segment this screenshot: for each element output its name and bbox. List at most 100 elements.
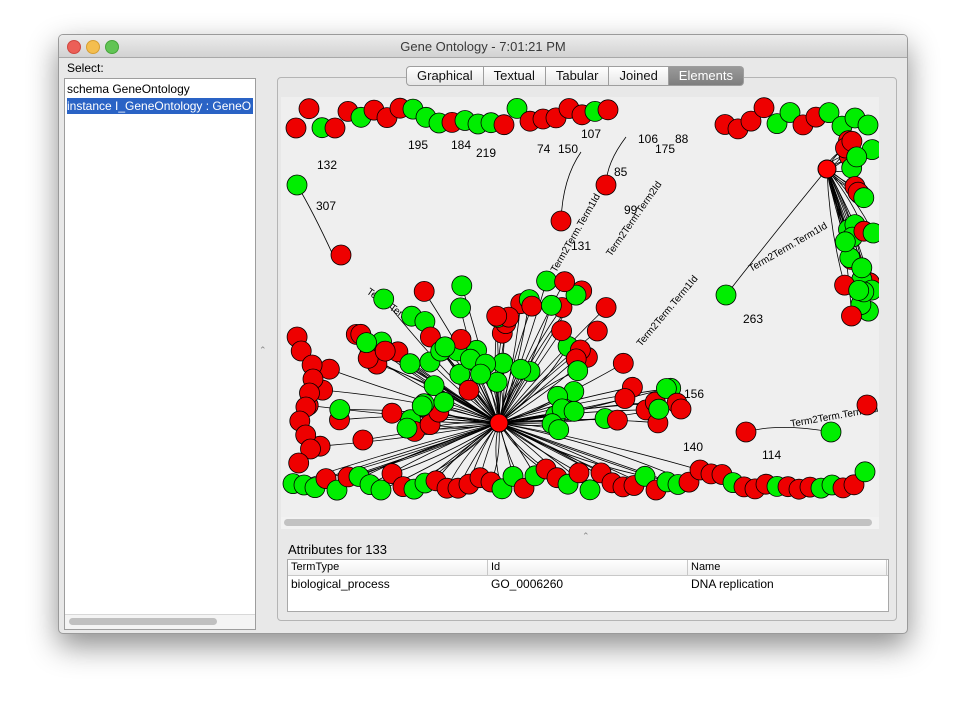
graph-node[interactable]: [506, 97, 528, 119]
graph-node[interactable]: [434, 336, 456, 358]
list-item[interactable]: schema GeneOntology: [67, 82, 190, 96]
graph-canvas[interactable]: Term2Term.Term1Id Term2Term.Term2Id Term2T…: [281, 97, 879, 517]
graph-node[interactable]: [521, 295, 543, 317]
graph-node[interactable]: [540, 294, 562, 316]
graph-node[interactable]: [352, 429, 374, 451]
graph-node[interactable]: [419, 326, 441, 348]
graph-node[interactable]: [670, 398, 692, 420]
tab-joined[interactable]: Joined: [609, 66, 669, 86]
graph-node[interactable]: [563, 400, 585, 422]
graph-node[interactable]: [740, 110, 762, 132]
graph-node[interactable]: [554, 271, 576, 293]
graph-node[interactable]: [612, 352, 634, 374]
list-item[interactable]: instance I_GeneOntology : GeneO: [67, 98, 253, 114]
graph-svg[interactable]: Term2Term.Term1Id Term2Term.Term2Id Term2T…: [281, 97, 879, 517]
graph-edge[interactable]: [725, 168, 828, 296]
tab-elements[interactable]: Elements: [668, 66, 744, 86]
graph-edge[interactable]: [498, 388, 667, 424]
minimize-icon[interactable]: [86, 40, 100, 54]
graph-node[interactable]: [857, 114, 879, 136]
horizontal-scrollbar[interactable]: [65, 614, 255, 629]
graph-node[interactable]: [288, 452, 310, 474]
graph-hub-node[interactable]: [489, 413, 509, 433]
graph-node[interactable]: [848, 279, 870, 301]
graph-node[interactable]: [634, 465, 656, 487]
graph-node[interactable]: [586, 320, 608, 342]
graph-node[interactable]: [579, 479, 601, 501]
graph-edge[interactable]: [826, 168, 845, 286]
graph-node[interactable]: [715, 284, 737, 306]
graph-node[interactable]: [300, 438, 321, 460]
scrollbar-thumb[interactable]: [284, 519, 872, 526]
tab-textual[interactable]: Textual: [483, 66, 546, 86]
graph-node[interactable]: [841, 305, 862, 327]
graph-edge[interactable]: [498, 422, 679, 485]
graph-node[interactable]: [373, 288, 395, 310]
graph-hub-node[interactable]: [817, 159, 837, 179]
graph-edge[interactable]: [498, 307, 607, 424]
graph-node[interactable]: [551, 320, 573, 342]
graph-node[interactable]: [324, 117, 346, 139]
tab-tabular[interactable]: Tabular: [545, 66, 610, 86]
graph-node[interactable]: [451, 275, 473, 297]
graph-node[interactable]: [329, 399, 351, 420]
graph-node[interactable]: [735, 421, 757, 443]
graph-node[interactable]: [548, 419, 570, 441]
graph-node[interactable]: [298, 98, 320, 120]
graph-node[interactable]: [423, 375, 445, 397]
graph-node[interactable]: [458, 379, 480, 401]
graph-node[interactable]: [779, 102, 801, 123]
graph-node[interactable]: [856, 394, 878, 416]
graph-node[interactable]: [846, 146, 868, 168]
graph-edge[interactable]: [391, 422, 500, 474]
split-handle-icon[interactable]: ⌃: [259, 345, 267, 355]
graph-node[interactable]: [614, 388, 636, 409]
graph-edge[interactable]: [498, 422, 701, 471]
graph-node[interactable]: [486, 305, 508, 327]
graph-node[interactable]: [851, 257, 873, 279]
graph-node[interactable]: [567, 360, 589, 382]
graph-node[interactable]: [493, 114, 515, 136]
graph-node[interactable]: [356, 332, 377, 354]
horizontal-scrollbar[interactable]: [281, 517, 879, 529]
graph-node[interactable]: [820, 421, 842, 443]
graph-edge[interactable]: [498, 281, 565, 424]
graph-node[interactable]: [853, 187, 875, 209]
graph-node[interactable]: [550, 210, 572, 232]
table-row[interactable]: biological_process GO_0006260 DNA replic…: [288, 577, 888, 593]
graph-edge[interactable]: [383, 298, 500, 424]
graph-node[interactable]: [370, 479, 392, 501]
graph-edge[interactable]: [498, 387, 671, 424]
graph-node[interactable]: [330, 244, 352, 266]
scrollbar-thumb[interactable]: [69, 618, 217, 625]
graph-node[interactable]: [413, 280, 435, 302]
graph-node[interactable]: [565, 284, 587, 306]
graph-node[interactable]: [381, 402, 403, 424]
graph-node[interactable]: [449, 363, 471, 385]
graph-node[interactable]: [399, 353, 421, 375]
graph-edge[interactable]: [339, 416, 500, 424]
maximize-icon[interactable]: [105, 40, 119, 54]
graph-node[interactable]: [286, 174, 308, 196]
graph-node[interactable]: [290, 340, 312, 362]
tab-graphical[interactable]: Graphical: [406, 66, 484, 86]
graph-node[interactable]: [753, 97, 775, 119]
column-header[interactable]: TermType: [291, 561, 340, 573]
graph-node[interactable]: [606, 409, 628, 431]
graph-node[interactable]: [595, 174, 617, 196]
graph-node[interactable]: [818, 102, 840, 124]
graph-node[interactable]: [411, 395, 433, 417]
graph-node[interactable]: [396, 417, 418, 439]
graph-node[interactable]: [568, 462, 590, 484]
graph-node[interactable]: [510, 358, 532, 380]
graph-node[interactable]: [854, 461, 876, 483]
close-icon[interactable]: [67, 40, 81, 54]
graph-node[interactable]: [655, 378, 677, 399]
graph-node[interactable]: [433, 391, 455, 413]
graph-node[interactable]: [648, 398, 670, 420]
graph-node[interactable]: [450, 297, 471, 319]
column-header[interactable]: Name: [691, 561, 721, 573]
column-header[interactable]: Id: [491, 561, 501, 573]
graph-node[interactable]: [285, 117, 307, 139]
graph-edge[interactable]: [358, 422, 500, 477]
